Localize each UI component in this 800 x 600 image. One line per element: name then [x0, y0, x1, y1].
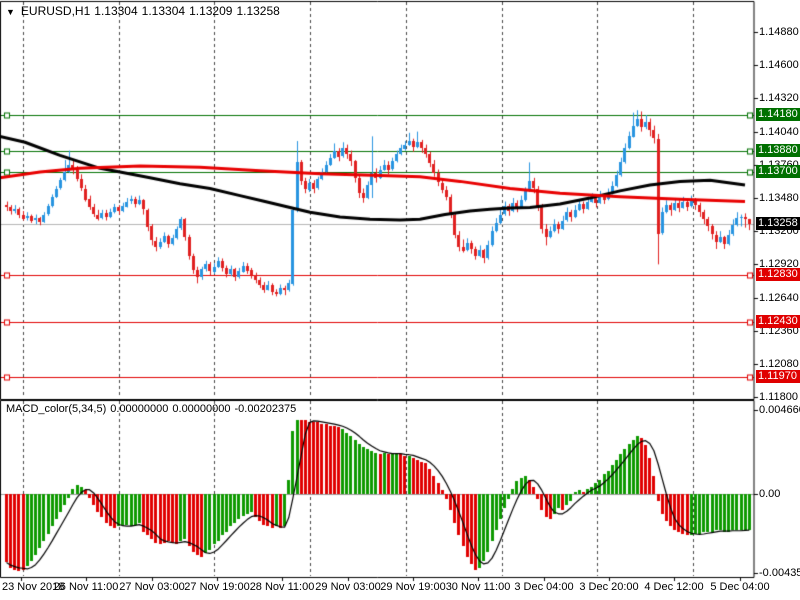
symbol-dropdown-icon[interactable]: ▼ [6, 7, 15, 17]
time-axis-label: 28 Nov 11:00 [249, 581, 315, 593]
price-badge: 1.14180 [756, 108, 800, 121]
price-axis-label: 1.14040 [759, 126, 799, 138]
macd-value-1: 0.00000000 [110, 403, 169, 415]
price-badge: 1.13700 [756, 165, 800, 178]
chart-title: ▼ EURUSD,H1 1.13304 1.13304 1.13209 1.13258 [6, 4, 284, 18]
low-value: 1.13209 [189, 4, 233, 18]
macd-value-3: -0.00202375 [234, 403, 297, 415]
price-badge: 1.12830 [756, 268, 800, 281]
macd-indicator-label: MACD_color(5,34,5) 0.00000000 0.00000000 -0… [6, 403, 300, 415]
price-axis-label: 1.12360 [759, 325, 799, 337]
price-axis-label: 1.13480 [759, 192, 799, 204]
close-value: 1.13258 [236, 4, 280, 18]
price-axis-label: 1.14600 [759, 59, 799, 71]
time-axis-label: 29 Nov 19:00 [380, 581, 446, 593]
price-axis-label: 1.12080 [759, 358, 799, 370]
open-value: 1.13304 [94, 4, 138, 18]
time-axis-label: 26 Nov 11:00 [53, 581, 119, 593]
macd-axis-label: 0.0046605 [759, 404, 800, 416]
price-badge: 1.12430 [756, 315, 800, 328]
price-axis-label: 1.14320 [759, 92, 799, 104]
high-value: 1.13304 [141, 4, 186, 18]
time-axis-label: 3 Dec 04:00 [514, 581, 574, 593]
time-axis-label: 30 Nov 11:00 [445, 581, 511, 593]
price-badge: 1.11970 [756, 370, 800, 383]
price-badge: 1.13258 [756, 217, 800, 230]
time-axis-label: 3 Dec 20:00 [579, 581, 639, 593]
time-axis-label: 27 Nov 03:00 [119, 581, 185, 593]
time-axis-label: 27 Nov 19:00 [184, 581, 250, 593]
time-axis-label: 5 Dec 04:00 [710, 581, 770, 593]
macd-value-2: 0.00000000 [172, 403, 231, 415]
price-axis-label: 1.12920 [759, 258, 799, 270]
price-axis-label: 1.12640 [759, 292, 799, 304]
time-axis-label: 4 Dec 12:00 [644, 581, 704, 593]
time-axis-label: 29 Nov 03:00 [315, 581, 381, 593]
price-axis-label: 1.14880 [759, 26, 799, 38]
macd-axis-label: -0.0043595 [759, 567, 800, 579]
price-axis-label: 1.11800 [759, 391, 798, 403]
time-axis-label: 23 Nov 2018 [2, 581, 65, 593]
macd-axis-label: 0.00 [759, 488, 781, 500]
price-badge: 1.13880 [756, 144, 800, 157]
macd-name: MACD_color(5,34,5) [6, 403, 107, 415]
symbol-period-label: EURUSD,H1 [20, 4, 91, 18]
